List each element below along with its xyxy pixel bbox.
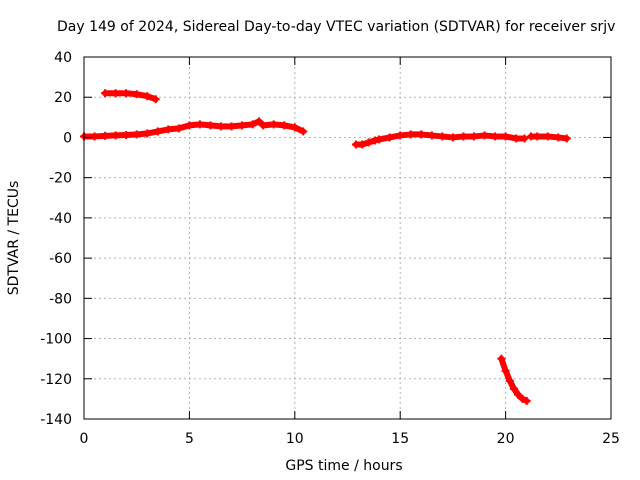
y-tick-label: 0 (63, 130, 72, 146)
chart-title: Day 149 of 2024, Sidereal Day-to-day VTE… (57, 19, 615, 35)
y-tick-label: -80 (49, 291, 72, 307)
y-tick-label: -120 (40, 372, 72, 388)
data-point (299, 127, 308, 136)
data-point (151, 95, 160, 104)
x-tick-label: 10 (286, 431, 304, 447)
y-tick-labels: -140 -120 -100 -80 -60 -40 -20 0 20 40 (40, 50, 72, 428)
x-tick-label: 20 (497, 431, 515, 447)
y-tick-label: -60 (49, 251, 72, 267)
x-tick-label: 25 (602, 431, 620, 447)
axis-ticks (83, 56, 612, 420)
data-point (522, 396, 531, 405)
x-axis-label: GPS time / hours (285, 458, 402, 474)
x-tick-label: 0 (80, 431, 89, 447)
y-tick-label: -140 (40, 412, 72, 428)
y-tick-label: -20 (49, 171, 72, 187)
data-points (80, 89, 571, 405)
y-tick-label: 40 (54, 50, 72, 66)
data-point (520, 134, 529, 143)
y-axis-label: SDTVAR / TECUs (6, 181, 22, 296)
x-tick-label: 15 (391, 431, 409, 447)
x-tick-label: 5 (185, 431, 194, 447)
data-point (562, 134, 571, 143)
y-tick-label: -100 (40, 332, 72, 348)
y-tick-label: 20 (54, 90, 72, 106)
grid-lines (84, 57, 611, 419)
plot-frame (83, 56, 612, 420)
y-tick-label: -40 (49, 211, 72, 227)
x-tick-labels: 0 5 10 15 20 25 (80, 431, 620, 447)
